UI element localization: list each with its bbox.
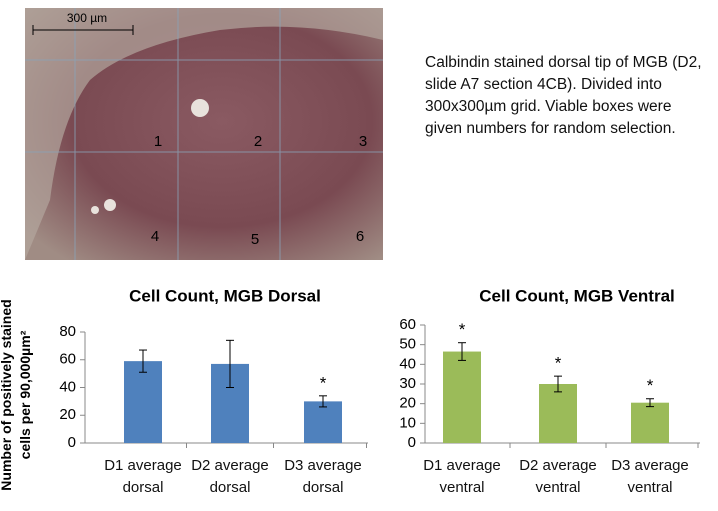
micrograph: 300 µm: [25, 8, 383, 260]
error-bar: [646, 398, 654, 408]
error-bar: [458, 342, 466, 361]
y-tick-label: 80: [59, 323, 76, 340]
error-bar: [139, 349, 147, 373]
bar: [631, 402, 669, 443]
x-tick-label-box: D1 average ventral: [423, 457, 501, 496]
scale-bar: [32, 25, 134, 35]
significance-marker: *: [555, 354, 562, 373]
bar: [443, 351, 481, 443]
x-tick-label: D3 average ventral: [611, 457, 689, 496]
x-tick-label-box: D2 average ventral: [519, 457, 597, 496]
grid-number: 2: [254, 133, 262, 150]
scale-bar-label: 300 µm: [67, 11, 107, 25]
x-tick-label-box: D2 average dorsal: [191, 457, 269, 496]
error-bar: [226, 339, 234, 388]
y-tick-label: 0: [408, 434, 416, 451]
y-axis-label-line: Number of positively stained: [0, 299, 14, 490]
y-tick-label: 40: [59, 378, 76, 395]
grid-number: 4: [151, 228, 159, 245]
x-tick-label: D2 average dorsal: [191, 457, 269, 496]
x-tick-label-box: D3 average ventral: [611, 457, 689, 496]
error-bar: [319, 395, 327, 408]
chart-title: Cell Count, MGB Dorsal: [129, 286, 321, 305]
x-tick-label: D3 average dorsal: [284, 457, 362, 496]
bar: [539, 384, 577, 443]
bar: [304, 401, 342, 443]
grid-number: 6: [356, 228, 364, 245]
y-tick-label: 40: [399, 355, 416, 372]
x-tick-label: D1 average dorsal: [104, 457, 182, 496]
x-tick-label-box: D1 average dorsal: [104, 457, 182, 496]
vessel: [191, 99, 209, 117]
background-region: [25, 8, 383, 260]
y-tick-label: 50: [399, 336, 416, 353]
vessel: [91, 206, 99, 214]
grid-number: 1: [154, 133, 162, 150]
y-tick-label: 20: [59, 406, 76, 423]
y-axis-label: Number of positively stainedcells per 90…: [0, 299, 33, 490]
y-tick-label: 20: [399, 395, 416, 412]
x-tick-label: D2 average ventral: [519, 457, 597, 496]
grid: [25, 8, 383, 260]
bar: [124, 361, 162, 443]
y-tick-label: 30: [399, 375, 416, 392]
vessel: [104, 199, 116, 211]
grid-number: 5: [251, 231, 259, 248]
grid-number: 3: [359, 133, 367, 150]
significance-marker: *: [459, 320, 466, 339]
significance-marker: *: [320, 373, 327, 392]
caption: Calbindin stained dorsal tip of MGB (D2,…: [425, 54, 702, 137]
y-tick-label: 0: [68, 434, 76, 451]
y-tick-label: 60: [59, 351, 76, 368]
y-tick-label: 60: [399, 316, 416, 333]
y-axis-label-line: cells per 90,000µm²: [17, 330, 33, 459]
significance-marker: *: [647, 376, 654, 395]
error-bar: [554, 375, 562, 393]
chart-title: Cell Count, MGB Ventral: [479, 286, 675, 305]
x-tick-label-box: D3 average dorsal: [284, 457, 362, 496]
caption-box: Calbindin stained dorsal tip of MGB (D2,…: [425, 54, 702, 137]
y-tick-label: 10: [399, 414, 416, 431]
x-tick-label: D1 average ventral: [423, 457, 501, 496]
